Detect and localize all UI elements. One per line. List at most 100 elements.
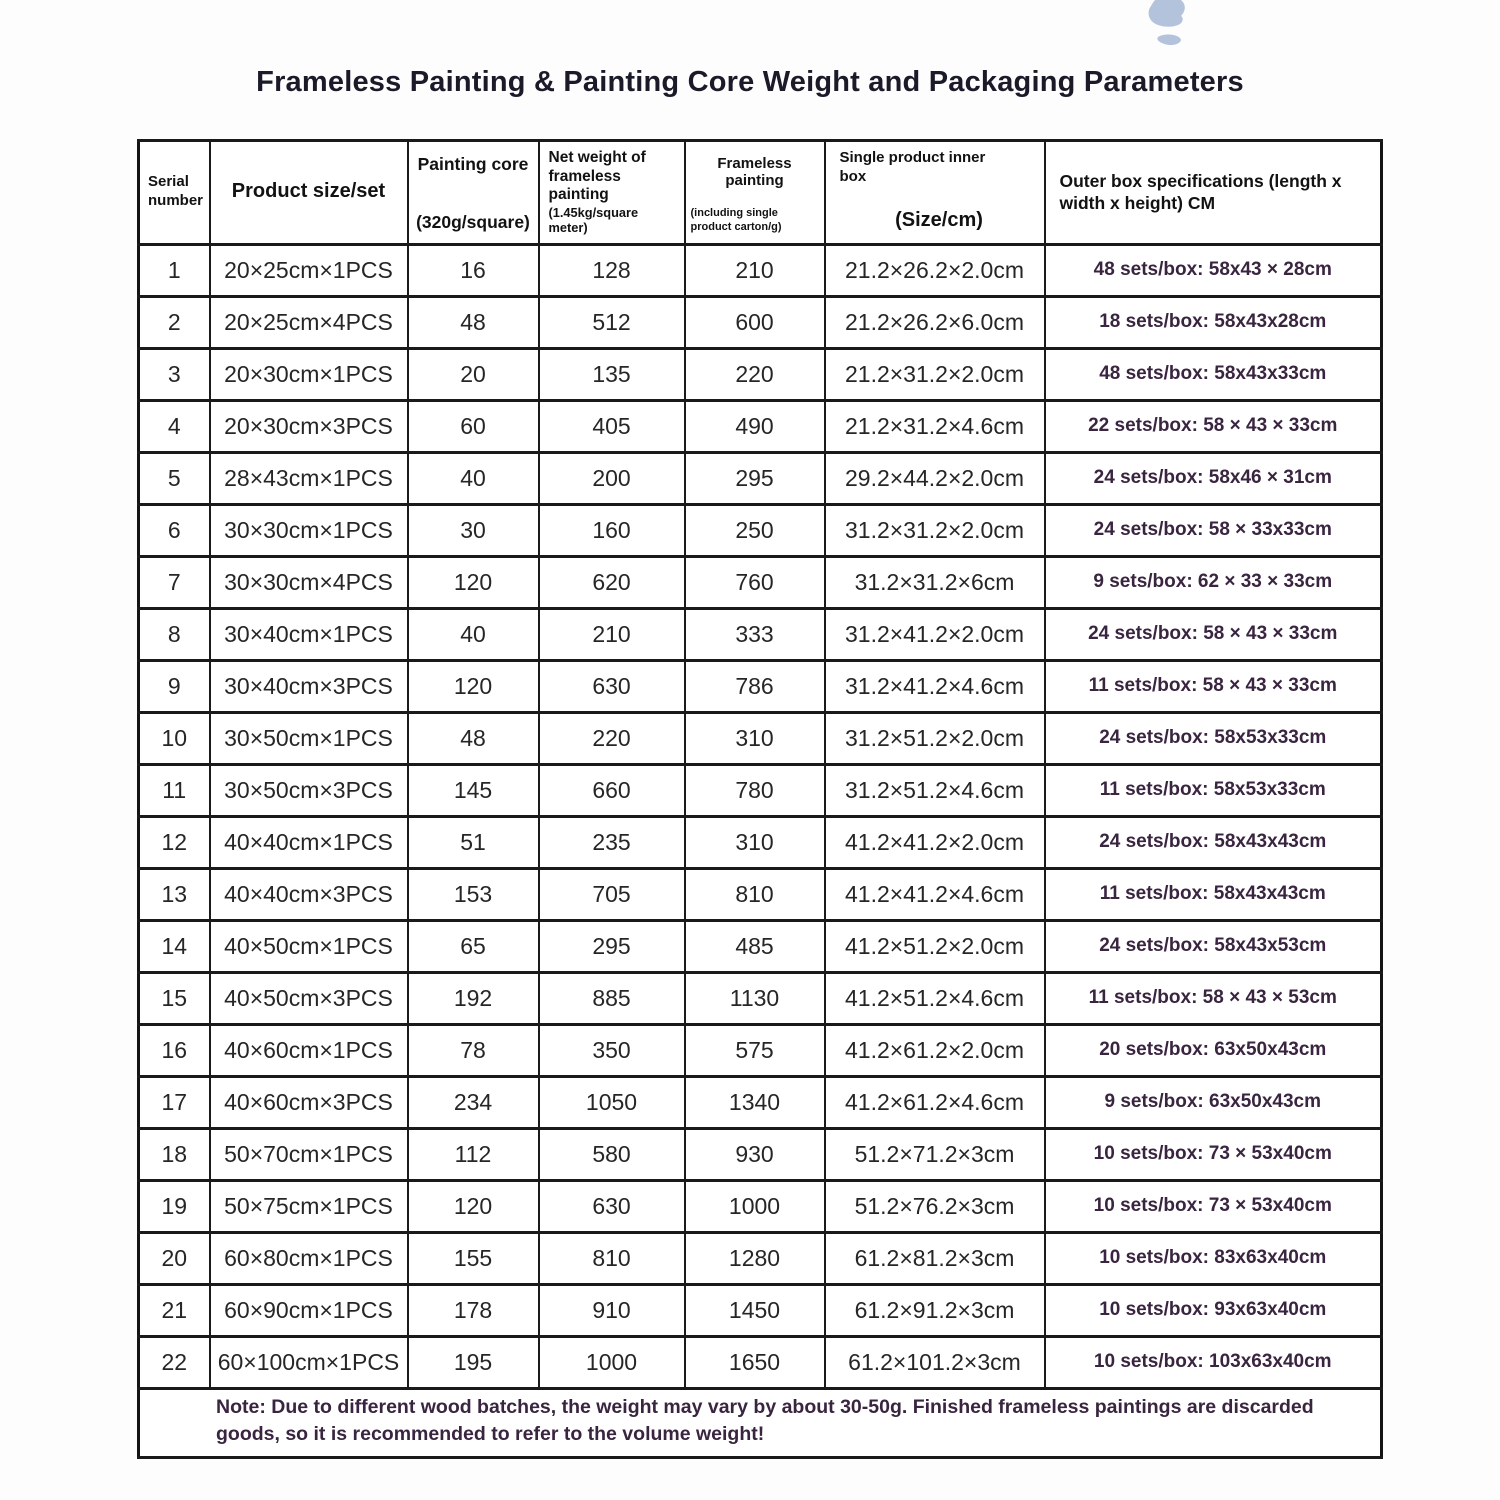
cell-serial: 19	[137, 1178, 211, 1234]
cell-net-weight: 705	[537, 866, 686, 922]
cell-frameless-painting: 1130	[683, 970, 826, 1026]
table-row: 2 20×25cm×4PCS 48 512 600 21.2×26.2×6.0cm 18 s…	[137, 294, 1383, 350]
cell-product-size: 28×43cm×1PCS	[208, 450, 409, 506]
header-sublabel: (Size/cm)	[895, 208, 983, 231]
cell-product-size: 40×60cm×1PCS	[208, 1022, 409, 1078]
cell-frameless-painting: 250	[683, 502, 826, 558]
cell-serial: 16	[137, 1022, 211, 1078]
header-label: Single product inner box	[839, 149, 986, 185]
cell-inner-box: 21.2×31.2×2.0cm	[823, 346, 1046, 402]
cell-outer-box: 11 sets/box: 58x53x33cm	[1043, 762, 1383, 818]
cell-painting-core: 155	[406, 1230, 540, 1286]
cell-inner-box: 21.2×26.2×2.0cm	[823, 242, 1046, 298]
cell-net-weight: 620	[537, 554, 686, 610]
cell-painting-core: 65	[406, 918, 540, 974]
cell-net-weight: 885	[537, 970, 686, 1026]
cell-serial: 5	[137, 450, 211, 506]
cell-serial: 14	[137, 918, 211, 974]
table-row: 4 20×30cm×3PCS 60 405 490 21.2×31.2×4.6cm 22 s…	[137, 398, 1383, 454]
table-row: 13 40×40cm×3PCS 153 705 810 41.2×41.2×4.6cm 11…	[137, 866, 1383, 922]
cell-outer-box: 24 sets/box: 58x43x43cm	[1043, 814, 1383, 870]
cell-inner-box: 31.2×31.2×2.0cm	[823, 502, 1046, 558]
cell-outer-box: 9 sets/box: 63x50x43cm	[1043, 1074, 1383, 1130]
cell-frameless-painting: 490	[683, 398, 826, 454]
cell-product-size: 20×25cm×4PCS	[208, 294, 409, 350]
cell-net-weight: 135	[537, 346, 686, 402]
header-label: Outer box specifications (length x width…	[1059, 170, 1342, 214]
cell-painting-core: 20	[406, 346, 540, 402]
cell-net-weight: 1000	[537, 1334, 686, 1390]
spec-table: Serial number Product size/set Painting …	[137, 139, 1383, 1460]
cell-outer-box: 24 sets/box: 58x53x33cm	[1043, 710, 1383, 766]
table-body: 1 20×25cm×1PCS 16 128 210 21.2×26.2×2.0cm 48 s…	[137, 242, 1383, 1390]
cell-frameless-painting: 760	[683, 554, 826, 610]
cell-inner-box: 41.2×61.2×2.0cm	[823, 1022, 1046, 1078]
cell-net-weight: 350	[537, 1022, 686, 1078]
table-row: 19 50×75cm×1PCS 120 630 1000 51.2×76.2×3cm 10 …	[137, 1178, 1383, 1234]
header-net-weight: Net weight of frameless painting (1.45kg…	[537, 139, 686, 246]
table-row: 21 60×90cm×1PCS 178 910 1450 61.2×91.2×3cm 10 …	[137, 1282, 1383, 1338]
cell-net-weight: 235	[537, 814, 686, 870]
cell-net-weight: 1050	[537, 1074, 686, 1130]
cell-net-weight: 810	[537, 1230, 686, 1286]
table-row: 17 40×60cm×3PCS 234 1050 1340 41.2×61.2×4.6cm…	[137, 1074, 1383, 1130]
cell-painting-core: 112	[406, 1126, 540, 1182]
cell-frameless-painting: 333	[683, 606, 826, 662]
cell-serial: 8	[137, 606, 211, 662]
table-row: 15 40×50cm×3PCS 192 885 1130 41.2×51.2×4.6cm 1…	[137, 970, 1383, 1026]
cell-inner-box: 31.2×51.2×2.0cm	[823, 710, 1046, 766]
paint-splash-icon	[1148, 0, 1185, 45]
cell-net-weight: 512	[537, 294, 686, 350]
cell-outer-box: 10 sets/box: 103x63x40cm	[1043, 1334, 1383, 1390]
cell-product-size: 60×90cm×1PCS	[208, 1282, 409, 1338]
cell-frameless-painting: 1450	[683, 1282, 826, 1338]
table-row: 11 30×50cm×3PCS 145 660 780 31.2×51.2×4.6cm 11…	[137, 762, 1383, 818]
cell-net-weight: 660	[537, 762, 686, 818]
table-row: 16 40×60cm×1PCS 78 350 575 41.2×61.2×2.0cm 20 …	[137, 1022, 1383, 1078]
header-label: Net weight of frameless painting	[548, 149, 646, 204]
cell-serial: 12	[137, 814, 211, 870]
cell-inner-box: 31.2×31.2×6cm	[823, 554, 1046, 610]
cell-product-size: 20×30cm×3PCS	[208, 398, 409, 454]
cell-product-size: 40×40cm×1PCS	[208, 814, 409, 870]
table-row: 14 40×50cm×1PCS 65 295 485 41.2×51.2×2.0cm 24 …	[137, 918, 1383, 974]
cell-frameless-painting: 1340	[683, 1074, 826, 1130]
cell-outer-box: 18 sets/box: 58x43x28cm	[1043, 294, 1383, 350]
table-row: 22 60×100cm×1PCS 195 1000 1650 61.2×101.2×3cm…	[137, 1334, 1383, 1390]
cell-serial: 7	[137, 554, 211, 610]
header-label: Painting core	[417, 154, 529, 174]
cell-frameless-painting: 210	[683, 242, 826, 298]
cell-painting-core: 16	[406, 242, 540, 298]
cell-painting-core: 234	[406, 1074, 540, 1130]
header-row: Serial number Product size/set Painting …	[137, 139, 1383, 246]
cell-frameless-painting: 1000	[683, 1178, 826, 1234]
table-row: 1 20×25cm×1PCS 16 128 210 21.2×26.2×2.0cm 48 s…	[137, 242, 1383, 298]
cell-outer-box: 9 sets/box: 62 × 33 × 33cm	[1043, 554, 1383, 610]
cell-outer-box: 11 sets/box: 58 × 43 × 33cm	[1043, 658, 1383, 714]
header-sublabel: (including single product carton/g)	[690, 207, 782, 234]
cell-product-size: 20×30cm×1PCS	[208, 346, 409, 402]
cell-painting-core: 78	[406, 1022, 540, 1078]
cell-serial: 10	[137, 710, 211, 766]
cell-product-size: 40×40cm×3PCS	[208, 866, 409, 922]
cell-painting-core: 145	[406, 762, 540, 818]
cell-net-weight: 910	[537, 1282, 686, 1338]
cell-frameless-painting: 786	[683, 658, 826, 714]
table-row: 7 30×30cm×4PCS 120 620 760 31.2×31.2×6cm 9 set…	[137, 554, 1383, 610]
cell-painting-core: 60	[406, 398, 540, 454]
cell-inner-box: 41.2×51.2×2.0cm	[823, 918, 1046, 974]
cell-inner-box: 31.2×41.2×4.6cm	[823, 658, 1046, 714]
cell-product-size: 40×60cm×3PCS	[208, 1074, 409, 1130]
cell-painting-core: 178	[406, 1282, 540, 1338]
cell-frameless-painting: 575	[683, 1022, 826, 1078]
cell-painting-core: 48	[406, 294, 540, 350]
cell-serial: 22	[137, 1334, 211, 1390]
cell-net-weight: 630	[537, 1178, 686, 1234]
header-painting-core: Painting core (320g/square)	[406, 139, 540, 246]
cell-outer-box: 20 sets/box: 63x50x43cm	[1043, 1022, 1383, 1078]
cell-outer-box: 24 sets/box: 58 × 43 × 33cm	[1043, 606, 1383, 662]
note-text: Note: Due to different wood batches, the…	[137, 1386, 1383, 1460]
cell-inner-box: 21.2×31.2×4.6cm	[823, 398, 1046, 454]
note-row: Note: Due to different wood batches, the…	[137, 1386, 1383, 1460]
